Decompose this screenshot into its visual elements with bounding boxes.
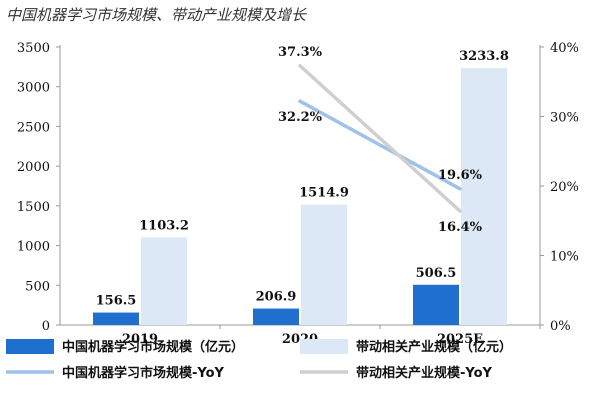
y-left-tick-label: 3000 bbox=[17, 81, 50, 96]
y-left-tick-label: 1000 bbox=[17, 240, 50, 255]
bar-industry-size bbox=[301, 204, 347, 325]
bar-data-label: 506.5 bbox=[416, 266, 457, 281]
line-market-yoy bbox=[298, 99, 462, 191]
legend-label: 中国机器学习市场规模（亿元） bbox=[62, 339, 244, 355]
y-left-tick-label: 2000 bbox=[17, 160, 50, 175]
x-tick-label: 2025E bbox=[437, 332, 483, 347]
line-data-label: 16.4% bbox=[438, 220, 483, 235]
chart-title: 中国机器学习市场规模、带动产业规模及增长 bbox=[6, 6, 307, 24]
legend-swatch bbox=[300, 339, 348, 354]
line-industry-yoy bbox=[298, 64, 462, 213]
bar-industry-size bbox=[141, 237, 187, 325]
bar-industry-size bbox=[461, 68, 507, 325]
y-right-tick-label: 40% bbox=[550, 41, 579, 56]
y-right-tick-label: 10% bbox=[550, 250, 579, 265]
legend-swatch bbox=[6, 339, 54, 354]
x-tick-label: 2019 bbox=[122, 332, 158, 347]
y-right-tick-label: 30% bbox=[550, 111, 579, 126]
bar-market-size bbox=[413, 284, 459, 325]
y-left-tick-label: 0 bbox=[42, 319, 50, 334]
y-left-tick-label: 500 bbox=[25, 279, 50, 294]
y-left-tick-label: 2500 bbox=[17, 120, 50, 135]
bar-data-label: 206.9 bbox=[256, 290, 297, 305]
bar-data-label: 156.5 bbox=[96, 294, 137, 309]
legend-label: 带动相关产业规模-YoY bbox=[356, 365, 493, 381]
line-data-label: 32.2% bbox=[278, 110, 323, 125]
bar-data-label: 1514.9 bbox=[299, 186, 349, 201]
bar-market-size bbox=[93, 312, 139, 325]
line-data-label: 37.3% bbox=[278, 45, 323, 60]
y-right-tick-label: 0% bbox=[550, 319, 571, 334]
legend-label: 带动相关产业规模（亿元） bbox=[356, 339, 512, 355]
line-data-label: 19.6% bbox=[438, 168, 483, 183]
bar-data-label: 3233.8 bbox=[459, 49, 509, 64]
y-right-tick-label: 20% bbox=[550, 180, 579, 195]
legend-label: 中国机器学习市场规模-YoY bbox=[62, 365, 225, 381]
y-left-tick-label: 3500 bbox=[17, 41, 50, 56]
y-left-tick-label: 1500 bbox=[17, 200, 50, 215]
bar-market-size bbox=[253, 308, 299, 325]
bar-data-label: 1103.2 bbox=[139, 218, 189, 233]
